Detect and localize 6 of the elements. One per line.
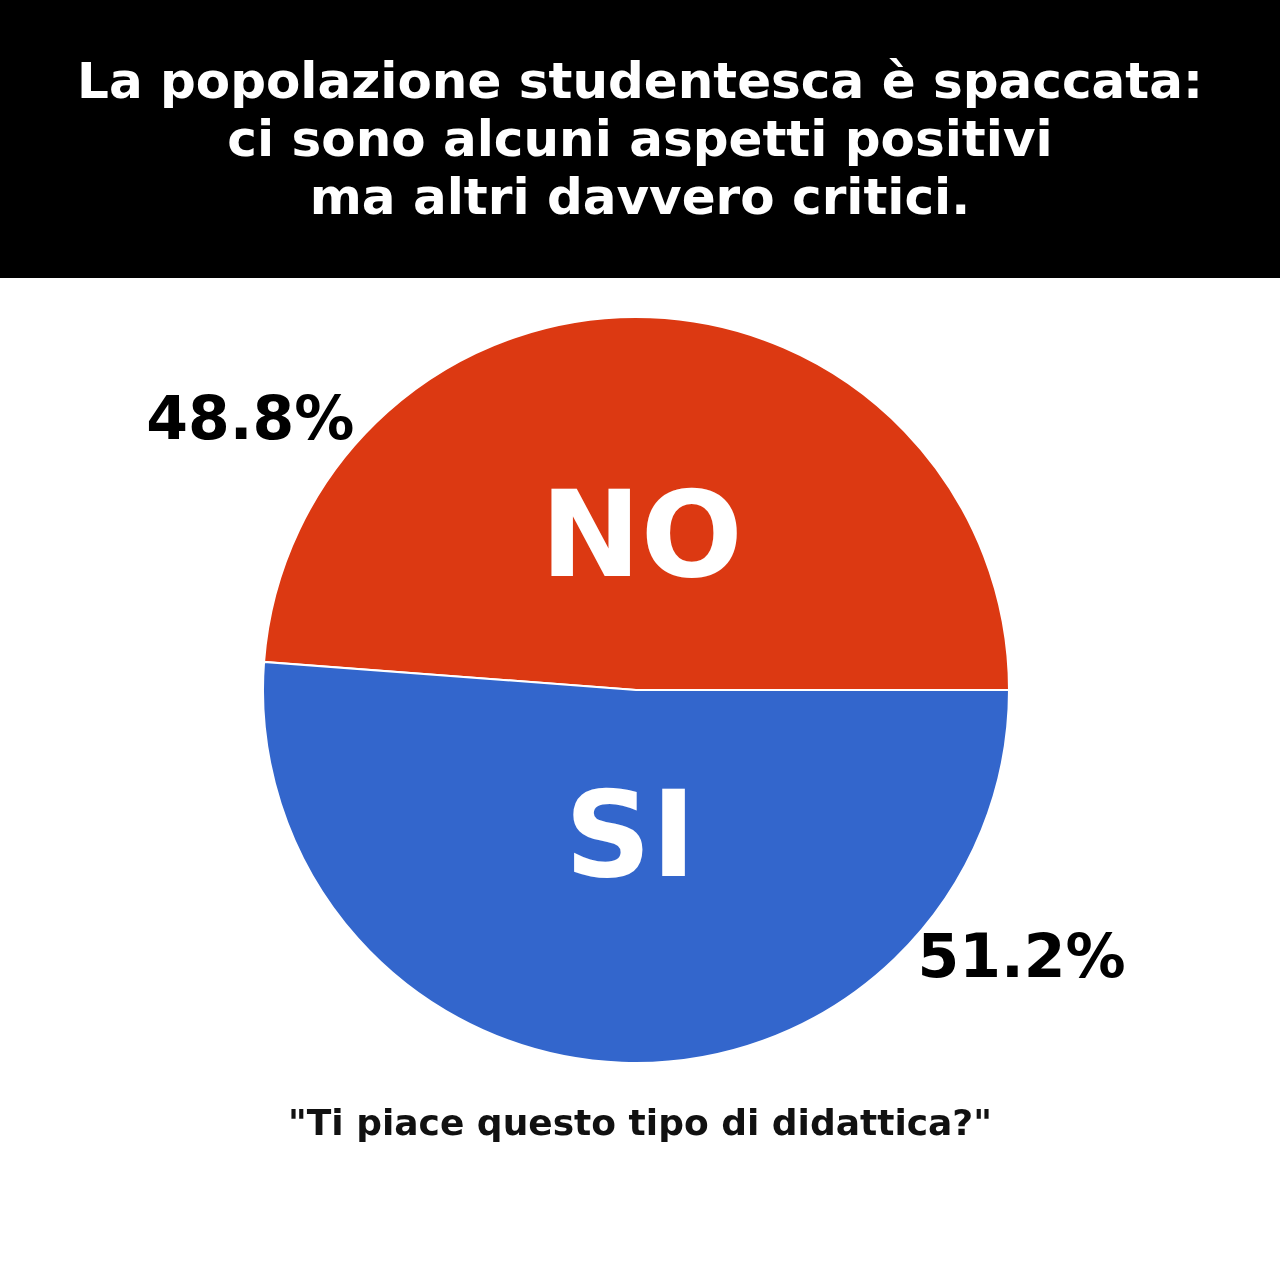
slice-label: NO xyxy=(540,465,743,605)
text: "Ti piace questo tipo di didattica?" xyxy=(287,1102,993,1143)
data-label: 48.8% xyxy=(146,383,355,454)
chart-title: La popolazione studentesca è spaccata: ci sono alcuni aspetti positivi ma altri davvero critici. xyxy=(77,52,1203,226)
data-label: 51.2% xyxy=(917,920,1126,991)
slice-label: SI xyxy=(564,764,696,904)
